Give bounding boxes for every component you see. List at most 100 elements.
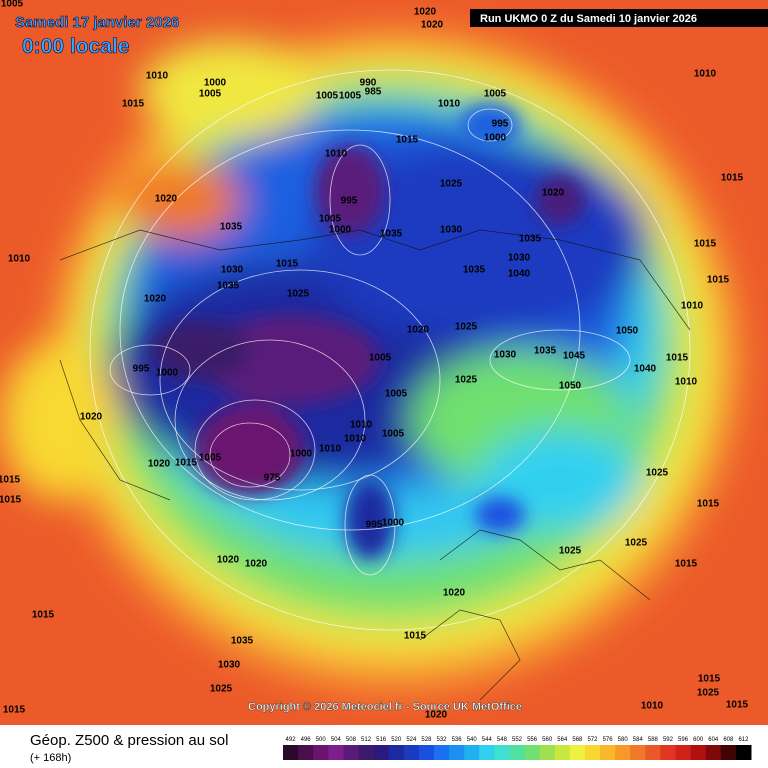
scale-label: 560 (542, 737, 553, 743)
copyright: Copyright © 2026 Meteociel.fr - Source U… (248, 701, 522, 713)
pressure-label: 1015 (3, 705, 26, 716)
pressure-label: 1035 (217, 281, 240, 292)
pressure-label: 1035 (380, 229, 403, 240)
pressure-label: 1005 (382, 429, 405, 440)
pressure-label: 1015 (0, 495, 22, 506)
scale-label: 612 (738, 737, 749, 743)
pressure-label: 1015 (707, 275, 730, 286)
pressure-label: 1015 (697, 499, 720, 510)
scale-label: 504 (331, 737, 342, 743)
pressure-label: 1010 (344, 434, 367, 445)
scale-cell (554, 745, 571, 760)
pressure-label: 1045 (563, 351, 586, 362)
pressure-label: 1005 (319, 214, 342, 225)
scale-label: 600 (693, 737, 704, 743)
scale-cell (433, 745, 450, 760)
pressure-label: 1000 (329, 225, 352, 236)
pressure-label: 1015 (698, 674, 721, 685)
scale-cell (403, 745, 420, 760)
pressure-label: 1030 (221, 265, 244, 276)
scale-cell (675, 745, 692, 760)
scale-label: 540 (467, 737, 478, 743)
scale-label: 524 (406, 737, 417, 743)
scale-cell (479, 745, 495, 760)
scale-cell (584, 745, 601, 760)
scale-label: 608 (723, 737, 734, 743)
scale-label: 604 (708, 737, 719, 743)
pressure-label: 995 (366, 520, 383, 531)
scale-label: 548 (497, 737, 508, 743)
pressure-label: 1035 (220, 222, 243, 233)
pressure-label: 1030 (494, 350, 517, 361)
pressure-label: 1000 (382, 518, 405, 529)
scale-label: 528 (421, 737, 432, 743)
scale-cell (615, 745, 631, 760)
scale-cell (464, 745, 480, 760)
header-date: Samedi 17 janvier 2026 (15, 14, 179, 31)
pressure-label: 1015 (666, 353, 689, 364)
scale-label: 520 (391, 737, 402, 743)
pressure-label: 1010 (350, 420, 373, 431)
pressure-label: 1025 (646, 468, 669, 479)
pressure-label: 1035 (463, 265, 486, 276)
pressure-label: 1010 (694, 69, 717, 80)
scale-label: 596 (678, 737, 689, 743)
scale-label: 576 (603, 737, 614, 743)
pressure-label: 1000 (484, 133, 507, 144)
pressure-label: 1000 (290, 449, 313, 460)
scale-label: 568 (572, 737, 583, 743)
pressure-labels: 1005 1020 1020 1010 1000 1005 1015 990 9… (0, 0, 749, 721)
pressure-label: 975 (264, 473, 281, 484)
scale-cell (720, 745, 737, 760)
pressure-label: 1050 (616, 326, 639, 337)
pressure-label: 1010 (319, 444, 342, 455)
scale-label: 592 (663, 737, 674, 743)
pressure-label: 1010 (675, 377, 698, 388)
pressure-label: 1020 (407, 325, 430, 336)
pressure-label: 1020 (414, 7, 437, 18)
pressure-label: 1010 (438, 99, 461, 110)
pressure-label: 1030 (508, 253, 531, 264)
scale-cell (569, 745, 586, 760)
pressure-label: 995 (492, 119, 509, 130)
pressure-label: 1020 (245, 559, 268, 570)
pressure-label: 1020 (443, 588, 466, 599)
scale-label: 500 (316, 737, 327, 743)
scale-label: 512 (361, 737, 372, 743)
pressure-label: 1015 (175, 458, 198, 469)
pressure-label: 1005 (316, 91, 339, 102)
pressure-label: 1000 (156, 368, 179, 379)
scale-label: 532 (437, 737, 448, 743)
pressure-label: 1020 (421, 20, 444, 31)
pressure-label: 1025 (559, 546, 582, 557)
scale-label: 588 (648, 737, 659, 743)
scale-cell (630, 745, 646, 760)
pressure-label: 1005 (484, 89, 507, 100)
pressure-label: 1020 (542, 188, 565, 199)
pressure-label: 1005 (199, 453, 222, 464)
scale-cell (735, 745, 752, 760)
pressure-label: 1005 (339, 91, 362, 102)
pressure-label: 1010 (681, 301, 704, 312)
scale-cell (660, 745, 677, 760)
scale-label: 556 (527, 737, 538, 743)
scale-cell (373, 745, 390, 760)
pressure-label: 1010 (146, 71, 169, 82)
pressure-label: 1030 (218, 660, 241, 671)
pressure-label: 1015 (694, 239, 717, 250)
scale-cell (600, 745, 616, 760)
pressure-label: 1015 (675, 559, 698, 570)
pressure-label: 1035 (231, 636, 254, 647)
pressure-label: 1015 (721, 173, 744, 184)
pressure-label: 1005 (369, 353, 392, 364)
footer-title: Géop. Z500 & pression au sol (30, 732, 228, 749)
pressure-label: 1020 (80, 412, 103, 423)
pressure-label: 1015 (404, 631, 427, 642)
pressure-label: 1005 (385, 389, 408, 400)
coastlines (59, 229, 691, 701)
pressure-label: 1000 (204, 78, 227, 89)
isobars (89, 69, 691, 631)
scale-cell (449, 745, 465, 760)
pressure-label: 1025 (455, 375, 478, 386)
